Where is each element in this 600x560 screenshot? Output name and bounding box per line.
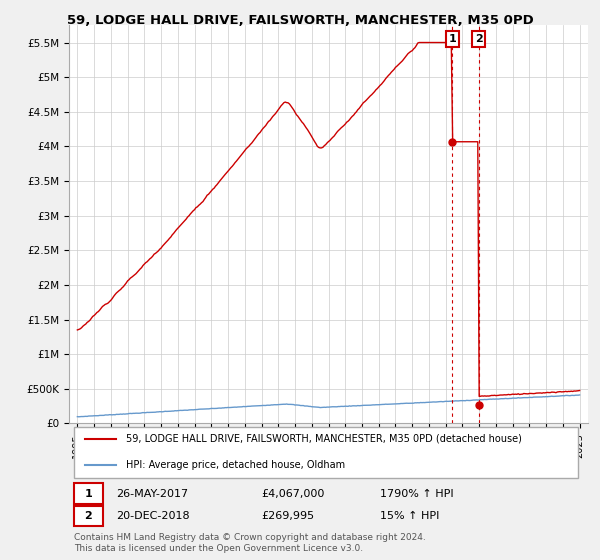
FancyBboxPatch shape [74, 483, 103, 503]
Text: £269,995: £269,995 [261, 511, 314, 521]
Text: 1: 1 [85, 488, 92, 498]
Text: 20-DEC-2018: 20-DEC-2018 [116, 511, 190, 521]
Text: HPI: Average price, detached house, Oldham: HPI: Average price, detached house, Oldh… [126, 460, 345, 470]
Text: 59, LODGE HALL DRIVE, FAILSWORTH, MANCHESTER, M35 0PD (detached house): 59, LODGE HALL DRIVE, FAILSWORTH, MANCHE… [126, 434, 522, 444]
Text: 1790% ↑ HPI: 1790% ↑ HPI [380, 488, 454, 498]
Text: 15% ↑ HPI: 15% ↑ HPI [380, 511, 440, 521]
Text: £4,067,000: £4,067,000 [261, 488, 325, 498]
Text: Contains HM Land Registry data © Crown copyright and database right 2024.
This d: Contains HM Land Registry data © Crown c… [74, 534, 426, 553]
Text: 1: 1 [449, 34, 456, 44]
Text: 2: 2 [85, 511, 92, 521]
Text: 26-MAY-2017: 26-MAY-2017 [116, 488, 188, 498]
Text: 59, LODGE HALL DRIVE, FAILSWORTH, MANCHESTER, M35 0PD: 59, LODGE HALL DRIVE, FAILSWORTH, MANCHE… [67, 14, 533, 27]
FancyBboxPatch shape [74, 427, 578, 478]
Text: 2: 2 [475, 34, 482, 44]
FancyBboxPatch shape [74, 506, 103, 526]
